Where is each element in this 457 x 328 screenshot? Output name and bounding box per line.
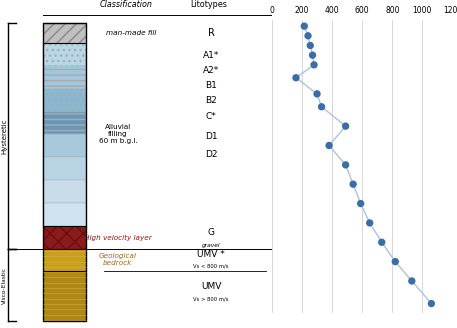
Bar — [43, 203, 86, 226]
Point — [408, 278, 415, 284]
Text: UMV *: UMV * — [197, 250, 225, 259]
Point — [378, 240, 385, 245]
Bar — [43, 134, 86, 157]
Point — [304, 33, 312, 38]
Point — [309, 52, 316, 58]
Text: Visco-Elastic: Visco-Elastic — [2, 267, 6, 304]
Text: Hysteretic: Hysteretic — [1, 118, 7, 154]
Text: gravel: gravel — [202, 242, 220, 248]
Bar — [43, 249, 86, 271]
Text: Alluvial
filling
60 m b.g.l.: Alluvial filling 60 m b.g.l. — [99, 125, 137, 144]
Text: D2: D2 — [205, 150, 218, 159]
Point — [307, 43, 314, 48]
Text: UMV: UMV — [201, 282, 221, 291]
Point — [314, 91, 321, 96]
Point — [366, 220, 373, 226]
Point — [392, 259, 399, 264]
Text: Classification: Classification — [100, 0, 153, 10]
Bar — [43, 157, 86, 180]
Bar — [43, 271, 86, 321]
Point — [342, 124, 349, 129]
Text: C*: C* — [206, 112, 217, 121]
Text: A2*: A2* — [203, 66, 219, 75]
Text: G: G — [207, 228, 215, 237]
Text: R: R — [207, 28, 215, 38]
Point — [428, 301, 435, 306]
Bar — [43, 66, 86, 89]
Point — [292, 75, 300, 80]
Point — [301, 24, 308, 29]
Bar — [43, 180, 86, 203]
Text: Vs < 800 m/s: Vs < 800 m/s — [193, 264, 229, 269]
Bar — [43, 89, 86, 112]
Text: man-made fill: man-made fill — [106, 30, 157, 36]
Bar — [43, 43, 86, 66]
Point — [342, 162, 349, 168]
Text: A1*: A1* — [203, 51, 219, 60]
Text: Litotypes: Litotypes — [190, 0, 227, 10]
Point — [318, 104, 325, 110]
Text: High velocity layer: High velocity layer — [84, 235, 152, 241]
Text: B2: B2 — [205, 95, 217, 105]
Point — [310, 62, 318, 68]
Point — [357, 201, 364, 206]
Text: Geological
bedrock: Geological bedrock — [99, 254, 137, 266]
Bar — [43, 226, 86, 249]
Point — [325, 143, 333, 148]
Bar — [43, 23, 86, 43]
Bar — [43, 23, 86, 321]
Text: B1: B1 — [205, 81, 217, 90]
Bar — [43, 112, 86, 134]
Point — [350, 182, 357, 187]
Text: D1: D1 — [205, 132, 218, 141]
Text: Vs > 800 m/s: Vs > 800 m/s — [193, 297, 229, 302]
